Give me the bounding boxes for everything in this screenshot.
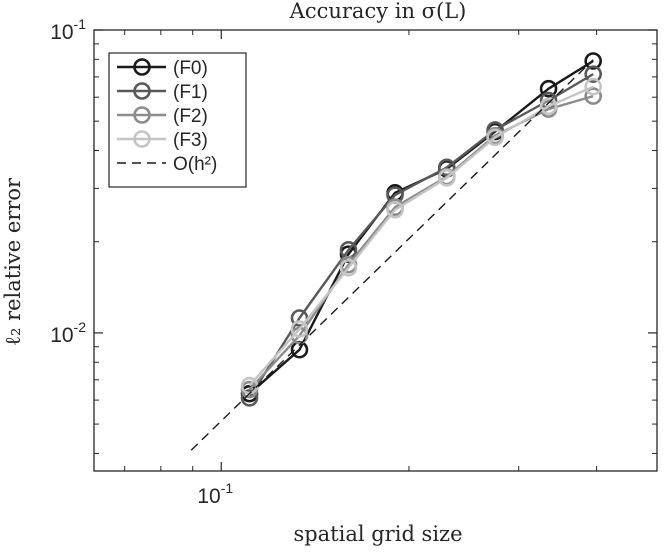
y-tick-label: 10-1: [50, 16, 86, 44]
series-0-point: [539, 79, 558, 98]
series-3-point: [584, 77, 602, 96]
series-2-point: [584, 87, 602, 105]
series-1-line: [248, 73, 594, 399]
series-1-point: [437, 158, 456, 177]
legend-label: (F3): [173, 130, 208, 151]
series-3-point: [437, 169, 456, 187]
plot-area: 10-1 10-2 10-1: [50, 16, 658, 508]
x-tick-label: 10-1: [197, 480, 233, 508]
legend-swatch-marker: [133, 82, 151, 100]
y-axis-label: ℓ₂ relative error: [1, 177, 25, 346]
series-3-point: [486, 128, 504, 147]
legend-label: O(h²): [173, 154, 217, 175]
legend-label: (F1): [173, 82, 208, 103]
legend-swatch-marker: [133, 106, 151, 124]
legend-label: (F0): [173, 58, 208, 79]
series-3-line: [248, 85, 594, 387]
series-2-line: [248, 94, 594, 391]
legend-swatch-marker: [133, 58, 151, 76]
series-1-point: [584, 65, 602, 83]
series-3-point: [339, 259, 358, 277]
y-tick-label: 10-2: [50, 319, 86, 347]
chart-title: Accuracy in σ(L): [289, 0, 467, 23]
series-3-point: [290, 320, 309, 338]
legend-box: [108, 52, 247, 188]
legend: (F0) (F1) (F2) (F3) O(h²): [108, 52, 247, 188]
x-axis-label: spatial grid size: [293, 522, 462, 546]
series-1-point: [240, 389, 259, 407]
series-0-point: [584, 52, 602, 70]
series-4-line: [190, 59, 594, 451]
axes-box: [93, 29, 658, 472]
series-3-point: [386, 200, 404, 219]
legend-swatch-marker: [133, 130, 151, 148]
series-3-point: [539, 97, 558, 116]
legend-label: (F2): [173, 106, 208, 127]
